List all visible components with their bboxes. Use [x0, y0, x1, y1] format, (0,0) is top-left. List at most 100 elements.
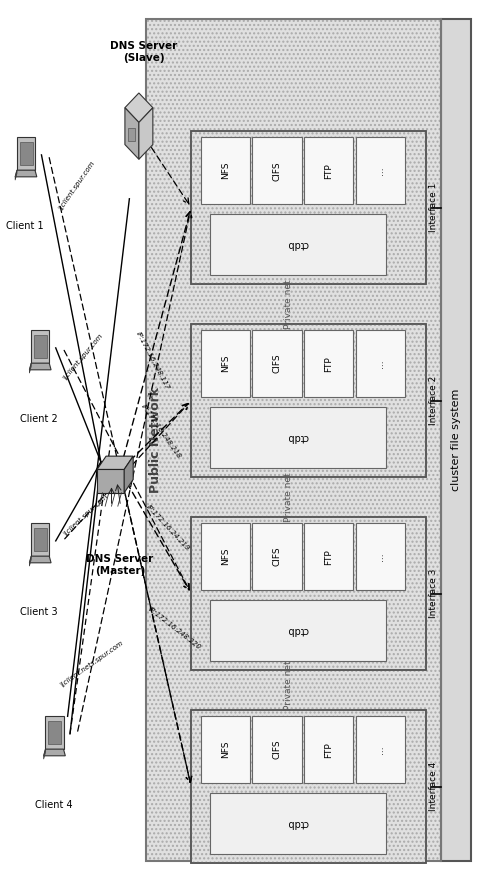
Bar [191, 131, 426, 284]
Bar [304, 523, 353, 590]
Text: IP:172.16.248.117: IP:172.16.248.117 [135, 331, 171, 391]
Polygon shape [29, 556, 31, 566]
Text: Private net: Private net [284, 473, 293, 522]
Text: Client 3: Client 3 [20, 606, 58, 617]
Bar [191, 131, 426, 284]
Bar [304, 716, 353, 783]
Polygon shape [34, 334, 47, 358]
Polygon shape [97, 456, 133, 469]
Polygon shape [31, 523, 49, 556]
Polygon shape [15, 170, 17, 180]
Bar [252, 523, 301, 590]
Text: NFS: NFS [221, 741, 230, 759]
Polygon shape [48, 721, 61, 744]
Text: ...: ... [376, 166, 385, 175]
Polygon shape [17, 136, 35, 170]
Text: \\client.nets.spur.com: \\client.nets.spur.com [59, 640, 124, 688]
Text: CIFS: CIFS [273, 354, 281, 373]
Bar [146, 19, 441, 861]
Text: \\client.spur.com: \\client.spur.com [62, 493, 109, 537]
Bar [356, 330, 405, 398]
Text: \\client.spur.com: \\client.spur.com [62, 333, 105, 381]
Bar [191, 131, 426, 284]
Polygon shape [29, 363, 31, 373]
Text: IP:172.16.248.220: IP:172.16.248.220 [147, 606, 202, 651]
Polygon shape [125, 107, 139, 159]
Text: ...: ... [376, 745, 385, 754]
Bar [191, 710, 426, 863]
Text: NFS: NFS [221, 355, 230, 372]
Polygon shape [15, 170, 37, 177]
Text: ...: ... [376, 359, 385, 368]
Polygon shape [124, 456, 133, 493]
Text: CIFS: CIFS [273, 740, 281, 759]
Polygon shape [29, 363, 51, 370]
Text: Private net: Private net [284, 279, 293, 329]
Polygon shape [46, 715, 63, 749]
Text: ctdb: ctdb [288, 626, 309, 635]
Text: CIFS: CIFS [273, 546, 281, 567]
Text: cluster file system: cluster file system [451, 389, 461, 491]
Bar [252, 137, 301, 204]
Text: FTP: FTP [324, 742, 333, 758]
Text: Client 1: Client 1 [6, 221, 44, 231]
Polygon shape [139, 107, 153, 159]
Polygon shape [44, 749, 46, 759]
Text: FTP: FTP [324, 163, 333, 179]
Bar [356, 716, 405, 783]
Polygon shape [97, 469, 124, 493]
Polygon shape [34, 528, 47, 551]
Bar [210, 214, 386, 275]
Bar [191, 517, 426, 671]
Bar [252, 330, 301, 398]
Polygon shape [29, 556, 51, 563]
Bar [201, 716, 250, 783]
Text: NFS: NFS [221, 548, 230, 566]
Bar [441, 19, 471, 861]
Bar [191, 710, 426, 863]
Text: ...: ... [376, 553, 385, 561]
Bar [191, 710, 426, 863]
Text: ctdb: ctdb [288, 432, 309, 443]
Bar [210, 599, 386, 661]
Polygon shape [44, 749, 65, 756]
Text: ctdb: ctdb [288, 239, 309, 249]
Bar [356, 137, 405, 204]
Bar [201, 137, 250, 204]
Text: Interface 1: Interface 1 [429, 183, 438, 232]
Bar [210, 407, 386, 468]
Bar [191, 324, 426, 477]
Text: \\client.spur.com: \\client.spur.com [58, 160, 96, 211]
Text: DNS Server
(Slave): DNS Server (Slave) [110, 41, 177, 62]
Bar [191, 324, 426, 477]
Bar [210, 793, 386, 854]
Text: Client 4: Client 4 [35, 800, 72, 810]
Bar [191, 517, 426, 671]
Text: IP:172.16.248.218: IP:172.16.248.218 [140, 403, 182, 459]
Bar [191, 324, 426, 477]
Text: CIFS: CIFS [273, 161, 281, 180]
Text: Client 2: Client 2 [20, 414, 58, 423]
Bar [146, 19, 441, 861]
Bar [304, 137, 353, 204]
Text: Private net: Private net [284, 661, 293, 710]
Text: DNS Server
(Master): DNS Server (Master) [86, 554, 154, 576]
Bar [128, 128, 135, 141]
Text: Interface 2: Interface 2 [429, 376, 438, 425]
Bar [201, 523, 250, 590]
Bar [356, 523, 405, 590]
Bar [201, 330, 250, 398]
Polygon shape [125, 93, 153, 122]
Text: NFS: NFS [221, 162, 230, 180]
Text: Interface 4: Interface 4 [429, 762, 438, 811]
Bar [252, 716, 301, 783]
Polygon shape [20, 142, 33, 165]
Polygon shape [31, 330, 49, 363]
Bar [146, 19, 441, 861]
Text: IP:172.16.24.219: IP:172.16.24.219 [145, 503, 191, 552]
Text: ctdb: ctdb [288, 818, 309, 828]
Bar [304, 330, 353, 398]
Text: Interface 3: Interface 3 [429, 568, 438, 619]
Bar [191, 517, 426, 671]
Text: FTP: FTP [324, 356, 333, 371]
